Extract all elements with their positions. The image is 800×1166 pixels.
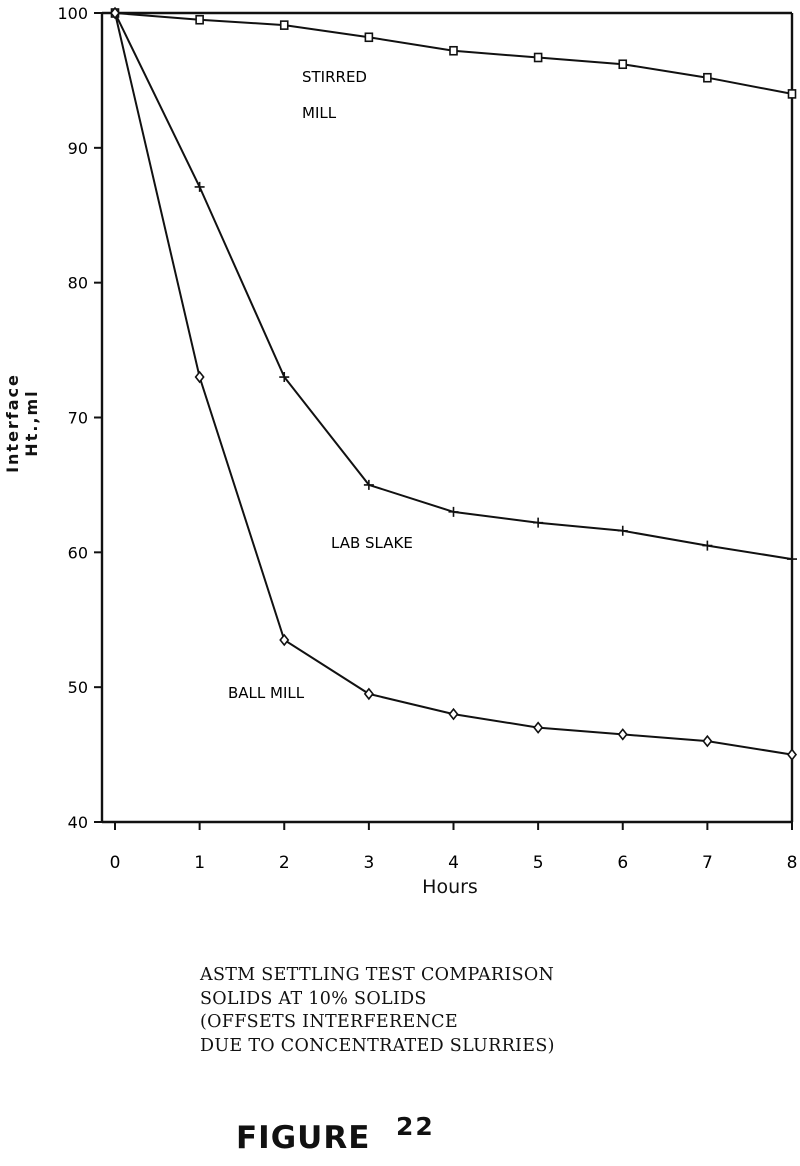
caption-line-1: ASTM SETTLING TEST COMPARISON: [200, 965, 555, 985]
data-point-square: [364, 32, 374, 43]
caption-line-4: DUE TO CONCENTRATED SLURRIES): [200, 1035, 555, 1056]
series-ball-mill: [109, 6, 798, 761]
data-point-diamond: [448, 707, 459, 721]
y-axis-label: Interface Ht.,ml: [3, 373, 41, 473]
caption-line-3: (OFFSETS INTERFERENCE: [200, 1012, 458, 1032]
series-lab-slake: [110, 8, 797, 565]
y-tick-label: 60: [68, 543, 88, 562]
y-tick-label: 90: [68, 139, 88, 158]
annotation-mill: MILL: [302, 104, 337, 122]
data-point-diamond: [702, 734, 713, 748]
figure-title: FIGURE: [236, 1120, 371, 1156]
chart-axes: [100, 11, 794, 824]
y-tick-label: 50: [68, 678, 88, 697]
data-point-plus: [363, 479, 374, 490]
data-point-square: [279, 20, 289, 30]
x-tick-label: 6: [617, 853, 628, 873]
data-point-plus: [617, 525, 628, 536]
data-point-plus: [533, 517, 544, 528]
data-point-diamond: [533, 721, 544, 734]
data-point-diamond: [786, 748, 798, 761]
series-line: [114, 12, 793, 756]
figure-number: 22: [396, 1112, 435, 1141]
y-tick-label: 80: [68, 274, 88, 293]
y-tick-label: 100: [57, 4, 88, 23]
y-tick-label: 70: [68, 409, 88, 428]
data-point-plus: [448, 506, 459, 517]
series-line: [114, 12, 793, 561]
data-point-square: [618, 59, 628, 70]
data-point-plus: [787, 554, 797, 565]
x-tick-label: 7: [702, 853, 713, 873]
data-point-square: [533, 52, 543, 63]
data-point-plus: [279, 372, 290, 383]
x-tick-label: 8: [787, 853, 798, 873]
data-point-square: [787, 89, 797, 99]
data-point-square: [195, 14, 204, 25]
caption-line-2: SOLIDS AT 10% SOLIDS: [200, 988, 427, 1009]
data-point-square: [703, 72, 712, 83]
settling-chart: 40 50 60 70 80 90 100 0 1 2 3 4 5 6 7 8 STIRRED MILL LA…: [57, 4, 798, 873]
data-point-plus: [702, 540, 713, 551]
data-point-square: [449, 45, 458, 56]
y-tick-label: 40: [68, 813, 88, 832]
data-point-diamond: [109, 6, 121, 20]
chart-ticks: 40 50 60 70 80 90 100 0 1 2 3 4 5 6 7 8: [57, 4, 797, 873]
figure-caption: ASTM SETTLING TEST COMPARISON SOLIDS AT …: [200, 964, 555, 1058]
annotation-ball-mill: BALL MILL: [228, 684, 305, 702]
data-point-diamond: [363, 687, 374, 701]
x-tick-label: 2: [279, 853, 290, 873]
x-tick-label: 5: [533, 853, 544, 873]
chart-annotations: STIRRED MILL LAB SLAKE BALL MILL: [228, 68, 413, 702]
series-stirred-mill: [110, 8, 797, 99]
chart-series: [109, 6, 798, 761]
annotation-stirred: STIRRED: [302, 68, 367, 86]
x-axis-label: Hours: [422, 876, 478, 898]
annotation-lab-slake: LAB SLAKE: [331, 534, 413, 552]
x-tick-label: 0: [110, 853, 121, 873]
x-tick-label: 1: [194, 853, 205, 873]
data-point-diamond: [617, 728, 628, 741]
data-point-diamond: [194, 370, 205, 384]
data-point-diamond: [279, 633, 290, 647]
x-tick-label: 4: [448, 853, 459, 873]
x-tick-label: 3: [363, 853, 374, 873]
data-point-plus: [194, 181, 205, 192]
